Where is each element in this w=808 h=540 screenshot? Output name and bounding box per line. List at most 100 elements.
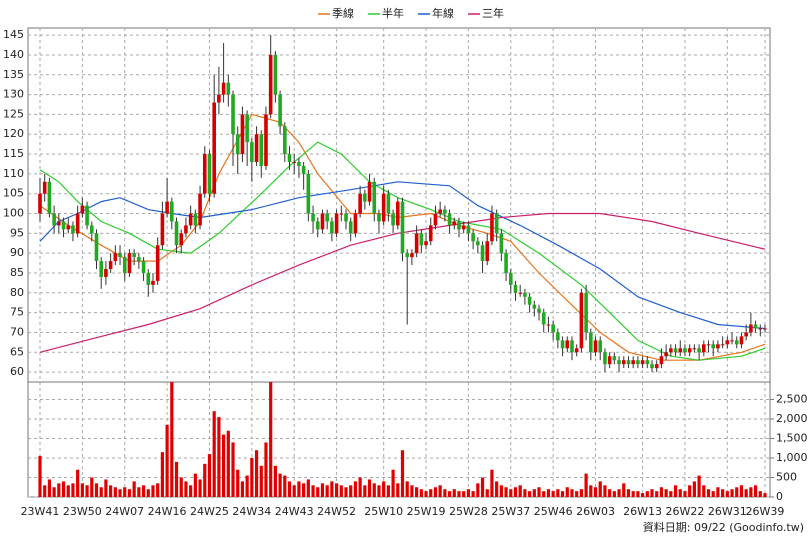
candle-body	[523, 292, 527, 297]
candle-body	[744, 332, 748, 337]
volume-bar	[424, 491, 428, 497]
volume-bar	[692, 481, 696, 497]
y-tick-label: 85	[10, 266, 24, 279]
volume-bar	[297, 481, 301, 497]
candle-body	[720, 344, 725, 346]
volume-bar	[320, 483, 325, 497]
candle-body	[188, 213, 193, 226]
volume-bar	[137, 487, 141, 497]
candle-body	[89, 225, 94, 234]
y-tick-label: 60	[10, 365, 24, 378]
candle-body	[447, 213, 452, 226]
volume-bar	[429, 489, 433, 497]
volume-bar	[730, 489, 734, 497]
volume-bar	[38, 456, 42, 497]
candle-body	[400, 201, 405, 254]
volume-bar	[457, 491, 461, 497]
candle-body	[160, 213, 165, 246]
candle-body	[537, 308, 541, 313]
volume-bar	[575, 491, 579, 497]
candle-body	[273, 54, 278, 95]
candle-body	[419, 233, 424, 246]
x-tick-label: 25W46	[534, 505, 573, 518]
volume-bar	[697, 475, 701, 497]
volume-bar	[109, 485, 113, 497]
candle-body	[725, 340, 730, 345]
ma-line	[39, 181, 766, 330]
volume-bar	[165, 424, 169, 497]
candle-body	[151, 280, 155, 285]
x-tick-label: 24W25	[190, 505, 229, 518]
y-tick-label: 70	[10, 325, 24, 338]
candle-body	[367, 181, 372, 202]
volume-bar	[61, 481, 66, 497]
candle-body	[673, 348, 678, 353]
candle-body	[47, 181, 52, 214]
y-tick-label: 100	[3, 207, 24, 220]
volume-bar	[184, 481, 188, 497]
y-tick-label: 75	[10, 306, 24, 319]
volume-bar	[725, 491, 729, 497]
candle-body	[202, 154, 207, 194]
candle-body	[372, 181, 377, 214]
volume-tick-label: 2,500	[776, 393, 808, 406]
y-tick-label: 80	[10, 286, 24, 299]
candle-body	[363, 193, 367, 202]
volume-bar	[118, 489, 122, 497]
volume-bar	[622, 483, 626, 497]
volume-tick-label: 2,000	[776, 412, 808, 425]
candle-body	[61, 221, 66, 230]
candle-body	[706, 344, 711, 346]
candle-body	[579, 292, 584, 349]
volume-bar	[560, 491, 565, 497]
candle-body	[621, 360, 626, 365]
candle-body	[174, 221, 179, 246]
candle-body	[217, 94, 221, 103]
volume-bar	[678, 489, 682, 497]
candle-body	[306, 173, 311, 214]
volume-bar	[579, 489, 583, 497]
volume-bar	[542, 491, 546, 497]
candle-body	[104, 269, 108, 277]
candle-body	[231, 94, 235, 135]
volume-bar	[683, 491, 687, 497]
volume-bar	[132, 481, 136, 497]
volume-bar	[278, 473, 282, 497]
x-tick-label: 25W19	[407, 505, 446, 518]
volume-bar	[499, 485, 503, 497]
volume-bar	[396, 483, 400, 497]
x-tick-label: 25W28	[449, 505, 488, 518]
volume-bar	[626, 489, 631, 497]
y-tick-label: 140	[3, 48, 24, 61]
candle-body	[311, 213, 315, 222]
volume-bar	[443, 489, 447, 497]
volume-bar	[156, 483, 160, 497]
candle-body	[292, 161, 297, 163]
volume-bar	[447, 491, 452, 497]
candle-body	[551, 324, 555, 333]
y-tick-label: 125	[3, 107, 24, 120]
y-tick-label: 65	[10, 345, 24, 358]
candle-body	[659, 356, 664, 365]
candle-body	[476, 241, 480, 246]
candle-body	[71, 225, 75, 234]
footer-note: 資料日期: 09/22 (Goodinfo.tw)	[643, 520, 804, 534]
volume-bar	[222, 434, 226, 497]
volume-bar	[99, 487, 103, 497]
candle-body	[170, 201, 174, 222]
volume-bar	[179, 477, 183, 497]
volume-bar	[537, 487, 541, 497]
candle-body	[452, 221, 457, 226]
candle-body	[301, 165, 306, 174]
volume-bar	[612, 491, 616, 497]
candle-body	[565, 340, 570, 349]
volume-bar	[485, 489, 489, 497]
volume-bar	[405, 481, 409, 497]
volume-bar	[495, 481, 499, 497]
x-tick-label: 24W52	[317, 505, 356, 518]
volume-bar	[400, 450, 405, 497]
volume-bar	[702, 485, 706, 497]
volume-bar	[546, 489, 551, 497]
candle-body	[132, 253, 136, 258]
